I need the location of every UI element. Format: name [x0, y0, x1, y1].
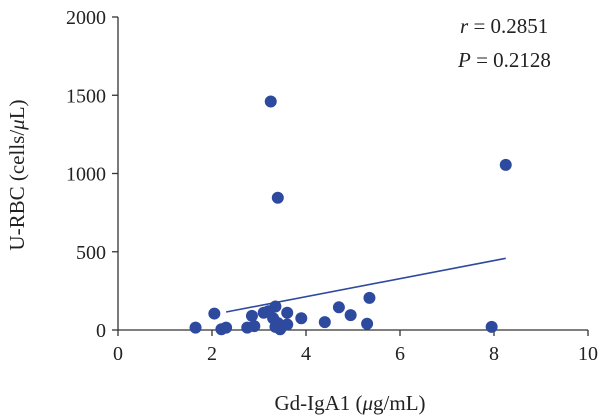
trendline [225, 257, 506, 313]
data-point [208, 307, 221, 320]
data-point [344, 309, 357, 322]
tick-group: 0 2 4 6 8 10 0 500 1000 1500 2000 [66, 7, 598, 365]
points-group [189, 95, 512, 336]
x-tick-label: 2 [207, 343, 217, 365]
x-axis-title: Gd-IgA1 (μg/mL) [274, 391, 425, 415]
p-value-text: P = 0.2128 [457, 48, 551, 72]
y-tick-label: 2000 [66, 7, 106, 29]
x-tick-label: 4 [301, 343, 311, 365]
data-point [499, 158, 512, 171]
data-point [271, 191, 284, 204]
y-tick-label: 1500 [66, 85, 106, 107]
data-point [295, 312, 308, 325]
data-point [248, 320, 261, 333]
data-point [281, 318, 294, 331]
y-axis-title: U-RBC (cells/μL) [5, 99, 29, 250]
data-point [269, 300, 282, 313]
y-tick-label: 500 [76, 242, 106, 264]
r-value-text: r = 0.2851 [460, 14, 548, 38]
y-tick-label: 0 [96, 320, 106, 342]
data-point [245, 309, 258, 322]
trendline-group [225, 257, 506, 313]
x-tick-label: 0 [113, 343, 123, 365]
stats-annotation: r = 0.2851 P = 0.2128 [457, 14, 551, 72]
x-tick-label: 6 [395, 343, 405, 365]
y-tick-label: 1000 [66, 164, 106, 186]
data-point [264, 95, 277, 108]
x-tick-label: 10 [578, 343, 598, 365]
data-point [361, 317, 374, 330]
data-point [281, 306, 294, 319]
data-point [363, 291, 376, 304]
data-point [189, 321, 202, 334]
x-tick-label: 8 [489, 343, 499, 365]
data-point [220, 321, 233, 334]
data-point [332, 301, 345, 314]
data-point [485, 320, 498, 333]
data-point [318, 316, 331, 329]
